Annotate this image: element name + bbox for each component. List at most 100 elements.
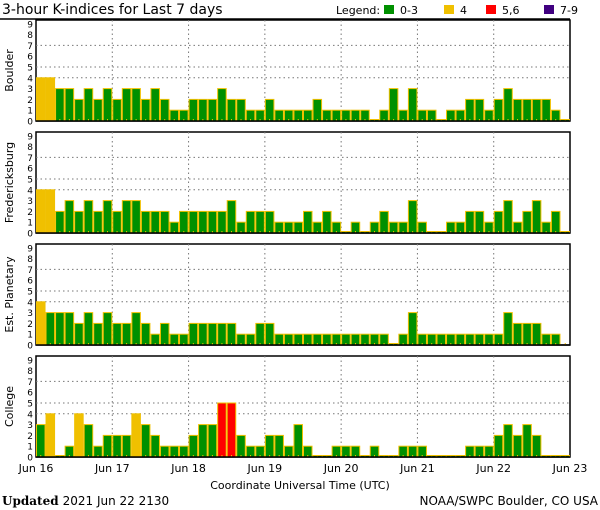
bar	[102, 88, 113, 122]
bar	[131, 200, 141, 234]
bar	[541, 98, 551, 122]
y-tick-label: 0	[27, 454, 33, 464]
y-tick-label: 4	[27, 298, 33, 308]
bar	[64, 88, 75, 122]
bar	[198, 322, 208, 346]
y-tick-label: 5	[27, 400, 33, 410]
y-tick-label: 2	[27, 208, 33, 218]
y-tick-label: 9	[27, 20, 33, 30]
bar	[217, 88, 227, 122]
bar	[36, 301, 46, 346]
y-tick-label: 2	[27, 320, 33, 330]
bar	[388, 88, 399, 122]
bar	[522, 322, 532, 346]
bar	[522, 98, 532, 122]
y-tick-label: 7	[27, 42, 33, 52]
x-axis-label: Coordinate Universal Time (UTC)	[210, 479, 390, 492]
y-tick-label: 8	[27, 255, 33, 265]
legend-item-label: 0-3	[400, 4, 418, 17]
source-credit: NOAA/SWPC Boulder, CO USA	[420, 494, 599, 508]
bar	[102, 434, 113, 458]
y-tick-label: 9	[27, 132, 33, 142]
bar	[503, 312, 513, 346]
bar	[55, 312, 65, 346]
bar	[121, 200, 132, 234]
y-tick-label: 3	[27, 309, 33, 319]
bar	[379, 210, 389, 234]
bar	[474, 98, 485, 122]
bar	[45, 77, 56, 122]
bar	[83, 88, 94, 122]
bar	[74, 98, 84, 122]
panel-label: Fredericksburg	[3, 142, 16, 223]
legend-swatch-1	[444, 5, 454, 14]
bar	[64, 200, 75, 234]
y-tick-label: 3	[27, 197, 33, 207]
bar	[207, 98, 218, 122]
bar	[303, 210, 313, 234]
bar	[226, 402, 237, 458]
bar	[140, 424, 151, 458]
y-tick-label: 9	[27, 356, 33, 366]
y-tick-label: 3	[27, 421, 33, 431]
bar	[140, 98, 151, 122]
bar	[74, 322, 84, 346]
bar	[131, 88, 141, 122]
y-tick-label: 0	[27, 118, 33, 128]
bar	[503, 200, 513, 234]
bar	[112, 322, 122, 346]
bar	[474, 210, 485, 234]
y-tick-label: 8	[27, 31, 33, 41]
y-tick-label: 5	[27, 64, 33, 74]
bar	[226, 322, 237, 346]
bar	[45, 413, 56, 458]
y-tick-label: 4	[27, 186, 33, 196]
bar	[150, 434, 160, 458]
panel-label: Est. Planetary	[3, 256, 16, 333]
bar	[522, 210, 532, 234]
bar	[531, 434, 542, 458]
y-tick-label: 7	[27, 378, 33, 388]
y-tick-label: 6	[27, 165, 33, 175]
updated-value: 2021 Jun 22 2130	[63, 494, 170, 508]
bar	[550, 210, 561, 234]
bar	[74, 413, 84, 458]
bar	[93, 322, 103, 346]
bar	[55, 210, 65, 234]
bar	[159, 210, 170, 234]
bar	[465, 98, 475, 122]
bar	[217, 210, 227, 234]
updated-line: Updated 2021 Jun 22 2130	[2, 494, 169, 508]
bar	[198, 210, 208, 234]
bar	[245, 210, 256, 234]
y-tick-label: 4	[27, 410, 33, 420]
bar	[159, 322, 170, 346]
legend-item-label: 5,6	[502, 4, 520, 17]
bar	[121, 322, 132, 346]
bar	[217, 402, 227, 458]
x-tick-label: Jun 20	[323, 462, 359, 475]
y-tick-label: 6	[27, 389, 33, 399]
legend-swatch-0	[384, 5, 394, 14]
x-tick-label: Jun 22	[475, 462, 511, 475]
y-tick-label: 0	[27, 342, 33, 352]
x-tick-label: Jun 17	[94, 462, 130, 475]
bar	[188, 98, 199, 122]
bar	[207, 424, 218, 458]
legend: Legend: 0-3 4 5,6 7-9	[336, 4, 578, 17]
bar	[150, 88, 160, 122]
bar	[236, 434, 246, 458]
y-tick-label: 2	[27, 432, 33, 442]
bar	[83, 424, 94, 458]
bar	[255, 322, 265, 346]
bar	[45, 312, 56, 346]
bar	[236, 98, 246, 122]
bar	[503, 88, 513, 122]
bar	[112, 98, 122, 122]
x-tick-label: Jun 16	[18, 462, 54, 475]
bar	[102, 312, 113, 346]
y-tick-label: 6	[27, 53, 33, 63]
y-tick-label: 1	[27, 219, 33, 229]
bar	[188, 210, 199, 234]
